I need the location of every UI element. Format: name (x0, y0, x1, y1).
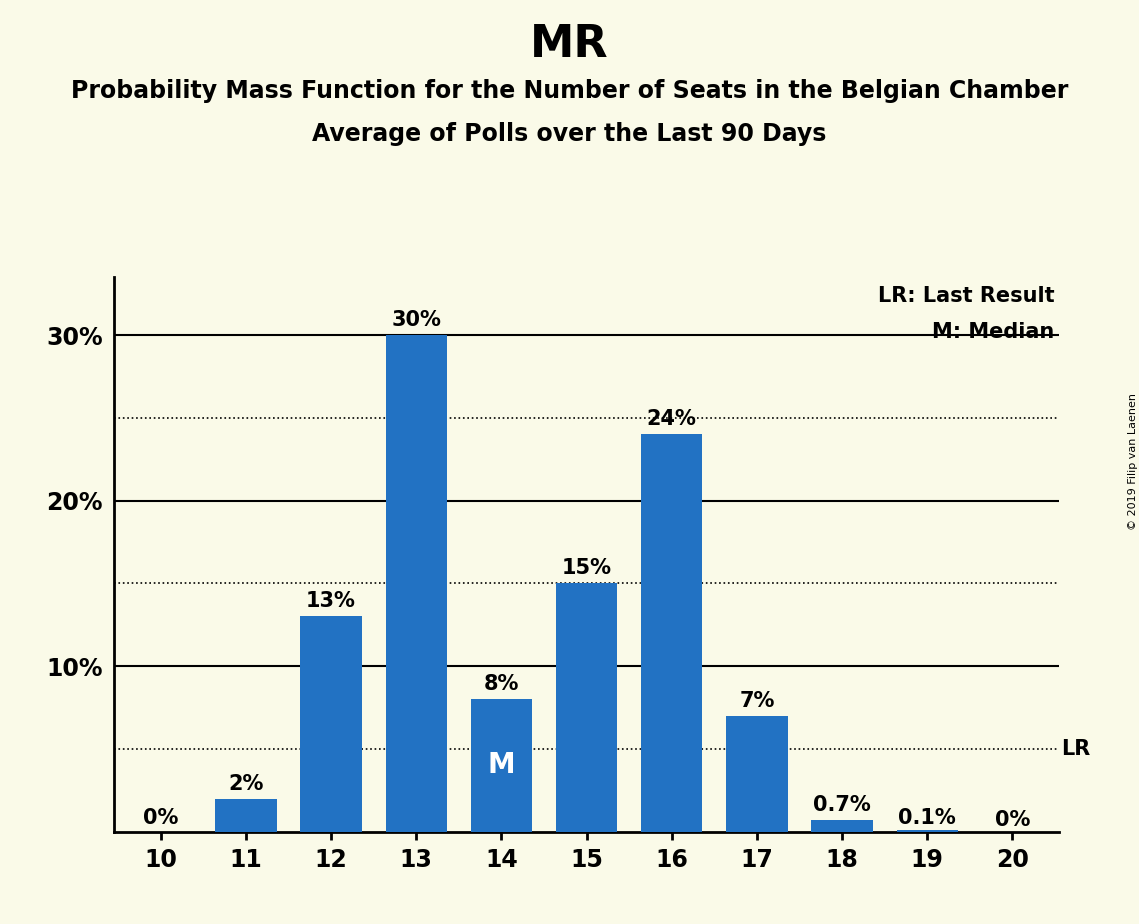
Bar (386, 335, 446, 832)
Text: M: Median: M: Median (933, 322, 1055, 342)
Text: © 2019 Filip van Laenen: © 2019 Filip van Laenen (1129, 394, 1138, 530)
Text: LR: Last Result: LR: Last Result (878, 286, 1055, 306)
Text: 0%: 0% (144, 808, 179, 828)
Text: 0.7%: 0.7% (813, 795, 871, 815)
Text: 15%: 15% (562, 558, 612, 578)
Bar (727, 716, 787, 832)
Bar (301, 616, 362, 832)
Text: 7%: 7% (739, 691, 775, 711)
Text: LR: LR (1062, 739, 1090, 759)
Text: 0%: 0% (994, 810, 1030, 830)
Text: 8%: 8% (484, 675, 519, 694)
Text: 13%: 13% (306, 591, 357, 612)
Bar (896, 830, 958, 832)
Text: 30%: 30% (392, 310, 441, 330)
Text: 24%: 24% (647, 409, 697, 430)
Text: M: M (487, 751, 515, 780)
Bar (470, 699, 532, 832)
Bar (215, 798, 277, 832)
Bar (556, 583, 617, 832)
Text: Average of Polls over the Last 90 Days: Average of Polls over the Last 90 Days (312, 122, 827, 146)
Text: MR: MR (530, 23, 609, 67)
Text: 2%: 2% (228, 773, 263, 794)
Text: Probability Mass Function for the Number of Seats in the Belgian Chamber: Probability Mass Function for the Number… (71, 79, 1068, 103)
Text: 0.1%: 0.1% (899, 808, 956, 828)
Bar (641, 434, 703, 832)
Bar (811, 820, 872, 832)
